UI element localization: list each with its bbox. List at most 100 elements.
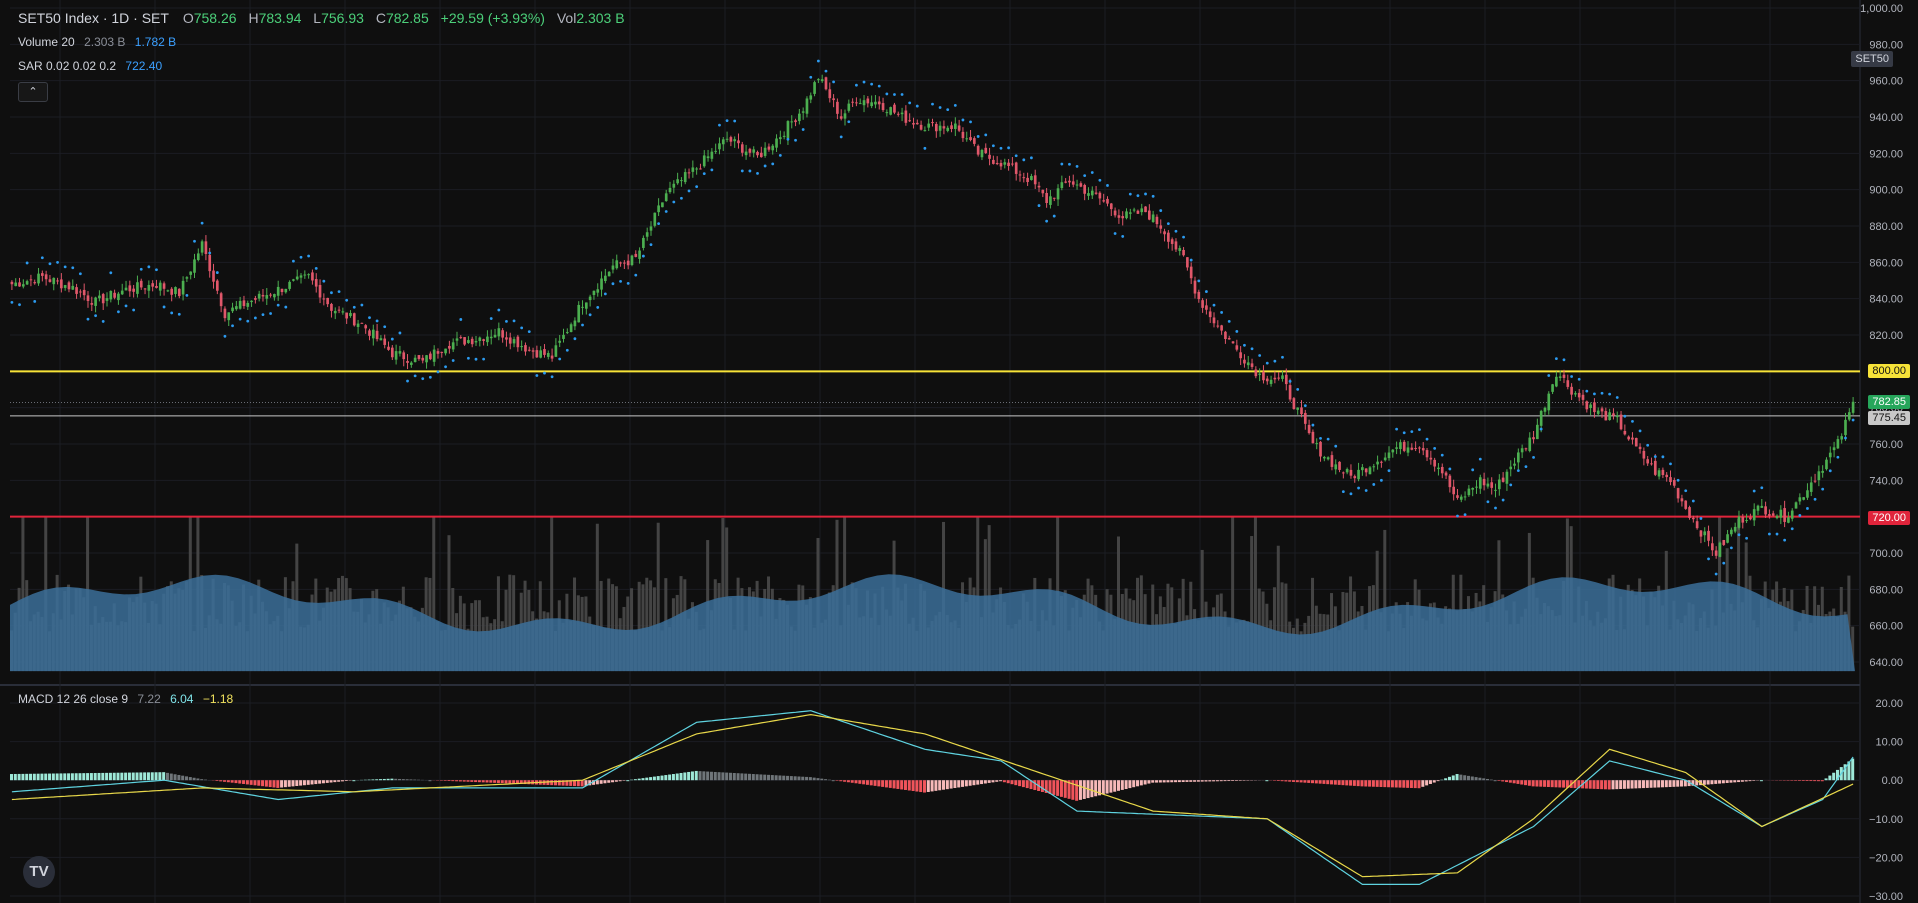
candle-body xyxy=(577,304,581,323)
macd-histogram-bar xyxy=(1166,780,1170,783)
sar-dot xyxy=(1783,538,1787,542)
macd-histogram-bar xyxy=(329,780,333,783)
macd-histogram-bar xyxy=(188,777,192,781)
macd-legend[interactable]: MACD 12 26 close 9 7.22 6.04 −1.18 xyxy=(18,692,239,706)
sar-dot xyxy=(497,308,501,312)
candle-body xyxy=(539,350,543,358)
candle-body xyxy=(212,270,215,282)
sar-dot xyxy=(71,266,75,270)
sar-dot xyxy=(345,298,349,302)
macd-histogram-bar xyxy=(1505,780,1509,783)
macd-histogram-bar xyxy=(1094,780,1098,797)
sar-dot xyxy=(101,320,105,323)
candle-body xyxy=(1809,482,1813,492)
candle-body xyxy=(961,131,965,139)
macd-histogram-bar xyxy=(257,780,261,786)
candle-body xyxy=(1189,266,1193,279)
candle-body xyxy=(41,273,44,276)
macd-histogram-bar xyxy=(325,780,329,783)
sar-dot xyxy=(1060,162,1064,166)
volume-bar xyxy=(512,575,516,672)
candle-body xyxy=(1174,241,1178,250)
sar-dot xyxy=(1456,514,1459,518)
symbol-title[interactable]: SET50 Index · 1D · SET xyxy=(18,10,169,26)
candle-body xyxy=(1509,466,1513,470)
sar-dot xyxy=(117,310,120,314)
macd-histogram-bar xyxy=(1368,780,1372,787)
macd-histogram-bar xyxy=(626,780,630,782)
candle-body xyxy=(1368,467,1372,475)
macd-histogram-bar xyxy=(86,773,90,781)
candle-body xyxy=(1581,394,1585,400)
sar-dot xyxy=(238,317,242,321)
candle-body xyxy=(1562,374,1566,378)
sar-dot xyxy=(535,374,539,377)
candle-body xyxy=(288,281,291,289)
sar-legend[interactable]: SAR 0.02 0.02 0.2 722.40 xyxy=(18,59,168,73)
macd-histogram-bar xyxy=(413,779,417,781)
sar-dot xyxy=(984,133,988,137)
volume-bar xyxy=(1284,583,1288,672)
macd-histogram-bar xyxy=(1390,780,1394,788)
candle-body xyxy=(52,277,56,285)
candle-body xyxy=(1224,331,1227,340)
macd-histogram-bar xyxy=(983,780,987,784)
macd-histogram-bar xyxy=(633,779,637,781)
candle-body xyxy=(98,295,101,299)
macd-histogram-bar xyxy=(1668,780,1672,787)
candle-body xyxy=(128,285,132,292)
sar-dot xyxy=(870,82,874,86)
candle-body xyxy=(1216,325,1220,327)
candle-body xyxy=(843,113,847,119)
candle-body xyxy=(1551,384,1554,392)
candle-body xyxy=(672,183,676,188)
macd-histogram-bar xyxy=(245,780,249,785)
sar-dot xyxy=(1387,469,1391,473)
macd-histogram-bar xyxy=(1794,780,1798,781)
collapse-legend-button[interactable]: ⌃ xyxy=(18,82,48,102)
macd-histogram-bar xyxy=(215,780,219,781)
candle-body xyxy=(565,332,569,334)
sar-dot xyxy=(1395,427,1399,431)
macd-histogram-bar xyxy=(797,776,801,781)
candle-body xyxy=(1642,450,1646,459)
macd-histogram-bar xyxy=(63,773,67,781)
macd-histogram-bar xyxy=(1657,780,1661,788)
candle-body xyxy=(101,294,105,304)
sar-dot xyxy=(527,330,531,334)
candle-body xyxy=(508,337,512,344)
sar-dot xyxy=(603,292,607,296)
candle-body xyxy=(1372,466,1376,468)
candle-body xyxy=(1079,183,1083,187)
volume-bar xyxy=(1117,536,1121,672)
macd-histogram-bar xyxy=(987,780,991,783)
candle-body xyxy=(976,145,980,155)
candle-body xyxy=(912,123,915,125)
macd-histogram-bar xyxy=(264,780,268,787)
candle-body xyxy=(257,293,261,299)
macd-histogram-bar xyxy=(1638,780,1642,789)
candle-body xyxy=(748,148,752,153)
macd-histogram-bar xyxy=(1124,780,1128,790)
macd-histogram-bar xyxy=(386,778,390,781)
macd-histogram-bar xyxy=(1227,780,1231,782)
macd-histogram-bar xyxy=(249,780,253,785)
sar-dot xyxy=(1775,532,1779,536)
macd-histogram-bar xyxy=(1809,780,1813,782)
macd-histogram-bar xyxy=(306,780,310,785)
macd-histogram-bar xyxy=(1371,780,1375,787)
macd-histogram-bar xyxy=(592,780,596,785)
sar-dot xyxy=(1425,437,1429,441)
candle-body xyxy=(215,280,219,291)
macd-histogram-bar xyxy=(344,780,348,781)
volume-legend[interactable]: Volume 20 2.303 B 1.782 B xyxy=(18,35,182,49)
tradingview-logo[interactable]: TV xyxy=(23,856,55,888)
candle-body xyxy=(1326,457,1330,460)
candle-body xyxy=(527,349,531,351)
candle-body xyxy=(995,162,999,165)
sar-dot xyxy=(976,135,980,138)
sar-dot xyxy=(10,301,14,304)
price-tick-label: 980.00 xyxy=(1869,39,1903,51)
candle-body xyxy=(957,125,961,131)
